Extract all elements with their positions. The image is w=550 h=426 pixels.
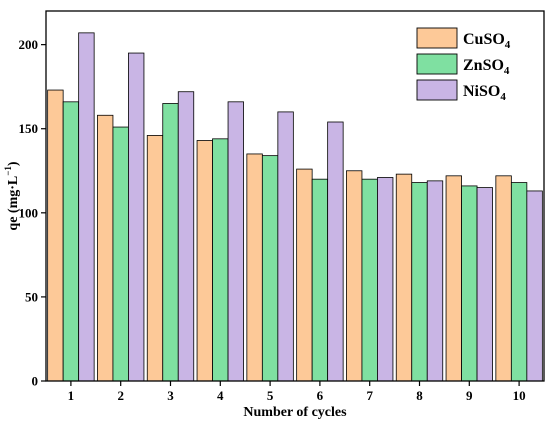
legend-label-base: NiSO xyxy=(463,83,500,100)
x-tick-label: 5 xyxy=(267,388,274,403)
bar-cuso-cycle-8 xyxy=(395,173,413,382)
bar-znso-cycle-3 xyxy=(162,103,179,382)
bar-niso-cycle-2 xyxy=(128,52,145,382)
x-axis-title: Number of cycles xyxy=(243,405,347,420)
bar-niso-cycle-8 xyxy=(426,180,444,382)
legend-label-znso: ZnSO4 xyxy=(463,57,510,77)
legend-label-subscript: 4 xyxy=(504,65,510,77)
y-tick-label: 50 xyxy=(25,289,38,304)
bar-cuso-cycle-5 xyxy=(246,153,263,382)
y-tick-label: 150 xyxy=(19,121,39,136)
x-tick-label: 7 xyxy=(366,388,373,403)
bar-niso-cycle-9 xyxy=(476,187,493,382)
bar-niso-cycle-3 xyxy=(177,91,195,382)
bar-cuso-cycle-6 xyxy=(296,168,313,382)
legend-label-base: CuSO xyxy=(463,31,505,48)
legend-label-cuso: CuSO4 xyxy=(463,31,511,51)
x-tick-label: 6 xyxy=(317,388,324,403)
x-tick-label: 4 xyxy=(217,388,224,403)
x-tick-label: 10 xyxy=(513,388,526,403)
bar-cuso-cycle-4 xyxy=(196,140,213,382)
y-axis-title: qe (mg·L−1) xyxy=(3,161,21,230)
y-axis-title-superscript: −1 xyxy=(3,166,13,176)
plot-frame xyxy=(45,10,545,382)
x-tick-label: 8 xyxy=(416,388,423,403)
x-axis: 1 2 3 4 5 6 7 8 9 10 xyxy=(68,381,526,403)
bar-cuso-cycle-10 xyxy=(495,175,512,382)
y-tick-label: 0 xyxy=(32,374,39,389)
bar-niso-cycle-10 xyxy=(526,190,543,382)
legend-label-niso: NiSO4 xyxy=(463,83,506,103)
bar-znso-cycle-1 xyxy=(62,101,80,382)
x-tick-label: 2 xyxy=(117,388,124,403)
legend-label-subscript: 4 xyxy=(505,39,511,51)
bar-niso-cycle-6 xyxy=(327,121,344,382)
legend-swatch-niso xyxy=(416,79,458,101)
bar-cuso-cycle-3 xyxy=(146,135,164,382)
bar-znso-cycle-4 xyxy=(212,138,229,382)
bar-niso-cycle-4 xyxy=(227,101,244,382)
bar-znso-cycle-6 xyxy=(311,178,329,382)
bar-znso-cycle-9 xyxy=(461,185,478,382)
x-tick-label: 1 xyxy=(68,388,75,403)
bar-cuso-cycle-1 xyxy=(47,89,64,382)
bar-znso-cycle-8 xyxy=(411,182,428,382)
y-axis-title-main: qe (mg·L xyxy=(6,176,21,231)
bar-cuso-cycle-7 xyxy=(346,170,363,382)
bar-niso-cycle-1 xyxy=(78,32,95,382)
y-tick-label: 200 xyxy=(19,37,39,52)
legend-label-base: ZnSO xyxy=(463,57,504,74)
bar-znso-cycle-10 xyxy=(510,182,528,382)
legend-swatch-znso xyxy=(416,53,458,75)
x-tick-label: 3 xyxy=(167,388,174,403)
bar-cuso-cycle-2 xyxy=(97,114,114,382)
y-axis-title-close: ) xyxy=(6,161,21,166)
legend-label-subscript: 4 xyxy=(500,91,506,103)
bar-znso-cycle-2 xyxy=(112,126,129,382)
bar-niso-cycle-7 xyxy=(377,177,394,382)
x-tick-label: 9 xyxy=(466,388,473,403)
y-axis: 0 50 100 150 200 xyxy=(19,37,46,389)
bars-group xyxy=(47,32,543,382)
bar-niso-cycle-5 xyxy=(277,111,294,382)
bar-cuso-cycle-9 xyxy=(445,175,462,382)
legend-swatch-cuso xyxy=(416,27,458,49)
bar-znso-cycle-7 xyxy=(361,178,378,382)
y-tick-label: 100 xyxy=(19,205,39,220)
bar-znso-cycle-5 xyxy=(261,155,279,382)
